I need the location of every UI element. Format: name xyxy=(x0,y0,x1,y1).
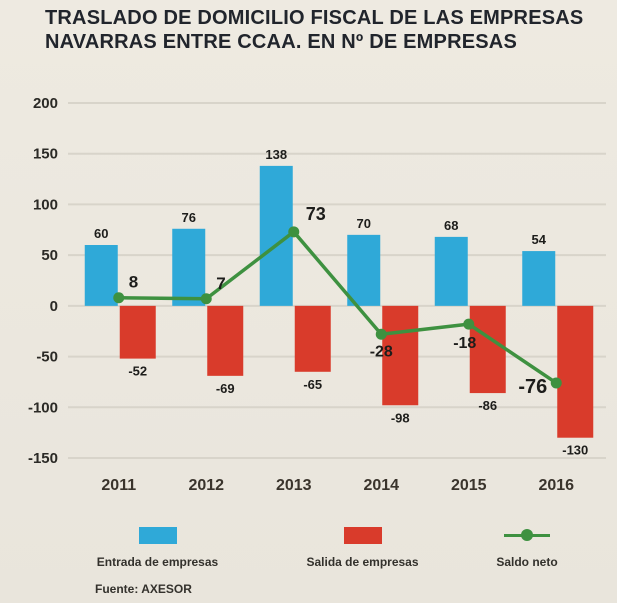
saldo-line xyxy=(117,230,558,385)
y-tick-label: 200 xyxy=(33,95,58,112)
salida-value-label: -98 xyxy=(391,410,410,425)
salida-bar xyxy=(207,305,244,376)
legend-label-saldo: Saldo neto xyxy=(496,555,558,569)
entrada-value-label: 60 xyxy=(94,226,108,241)
salida-bar xyxy=(469,305,506,394)
saldo-neto-swatch-icon xyxy=(504,527,550,544)
salida-bar xyxy=(557,305,594,438)
x-axis-label: 2016 xyxy=(538,477,574,494)
entrada-bar xyxy=(522,251,556,306)
entrada-value-label: 54 xyxy=(532,232,547,247)
saldo-point xyxy=(288,226,300,238)
salida-value-label: -52 xyxy=(128,364,147,379)
y-tick-label: 50 xyxy=(41,247,58,264)
y-tick-label: -50 xyxy=(36,349,58,366)
saldo-value-label: 73 xyxy=(306,204,326,224)
saldo-value-label: 7 xyxy=(216,274,225,293)
saldo-value-label: -18 xyxy=(453,335,476,352)
x-axis-label: 2015 xyxy=(451,477,487,494)
saldo-point xyxy=(200,293,212,305)
page-title: TRASLADO DE DOMICILIO FISCAL DE LAS EMPR… xyxy=(45,7,584,53)
x-axis-label: 2011 xyxy=(101,477,136,494)
dot-icon xyxy=(521,529,533,541)
y-tick-label: 150 xyxy=(33,146,58,163)
x-axis-label: 2014 xyxy=(363,477,399,494)
salida-value-label: -65 xyxy=(303,377,322,392)
entrada-bar xyxy=(434,236,468,306)
entrada-bar xyxy=(172,228,206,306)
legend-item-salida: Salida de empresas xyxy=(290,527,435,569)
y-tick-label: 100 xyxy=(33,196,58,213)
salida-swatch-icon xyxy=(343,527,382,544)
y-tick-label: 0 xyxy=(50,298,58,315)
salida-bar xyxy=(294,305,331,372)
entrada-bar xyxy=(347,234,381,306)
saldo-point xyxy=(375,328,387,340)
legend-item-entrada: Entrada de empresas xyxy=(85,527,230,569)
salida-bar xyxy=(382,305,419,406)
entrada-bar xyxy=(84,245,118,306)
legend: Entrada de empresas Salida de empresas S… xyxy=(0,527,617,577)
salida-value-label: -69 xyxy=(216,381,235,396)
entrada-value-label: 138 xyxy=(265,147,287,162)
legend-label-salida: Salida de empresas xyxy=(306,555,419,569)
saldo-point xyxy=(463,318,475,330)
saldo-point xyxy=(550,377,562,389)
saldo-point xyxy=(113,292,125,304)
salida-bar xyxy=(119,305,156,359)
legend-item-saldo: Saldo neto xyxy=(462,527,592,569)
salida-value-label: -130 xyxy=(562,443,588,458)
x-axis-label: 2012 xyxy=(188,477,224,494)
chart: 200 150 100 50 0 -50 -100 -150 60 -52 76 -69 138 -65 7… xyxy=(28,95,606,494)
legend-label-entrada: Entrada de empresas xyxy=(96,555,219,569)
y-tick-label: -100 xyxy=(28,399,58,416)
source-note: Fuente: AXESOR xyxy=(95,582,192,596)
entrada-value-label: 70 xyxy=(357,216,371,231)
entrada-swatch-icon xyxy=(138,527,177,544)
entrada-value-label: 76 xyxy=(182,210,196,225)
salida-value-label: -86 xyxy=(478,398,497,413)
saldo-value-label: -76 xyxy=(518,376,547,398)
x-axis-label: 2013 xyxy=(276,477,312,494)
saldo-value-label: 8 xyxy=(129,273,138,292)
y-tick-label: -150 xyxy=(28,450,58,467)
entrada-value-label: 68 xyxy=(444,218,458,233)
saldo-value-label: -28 xyxy=(370,343,393,360)
